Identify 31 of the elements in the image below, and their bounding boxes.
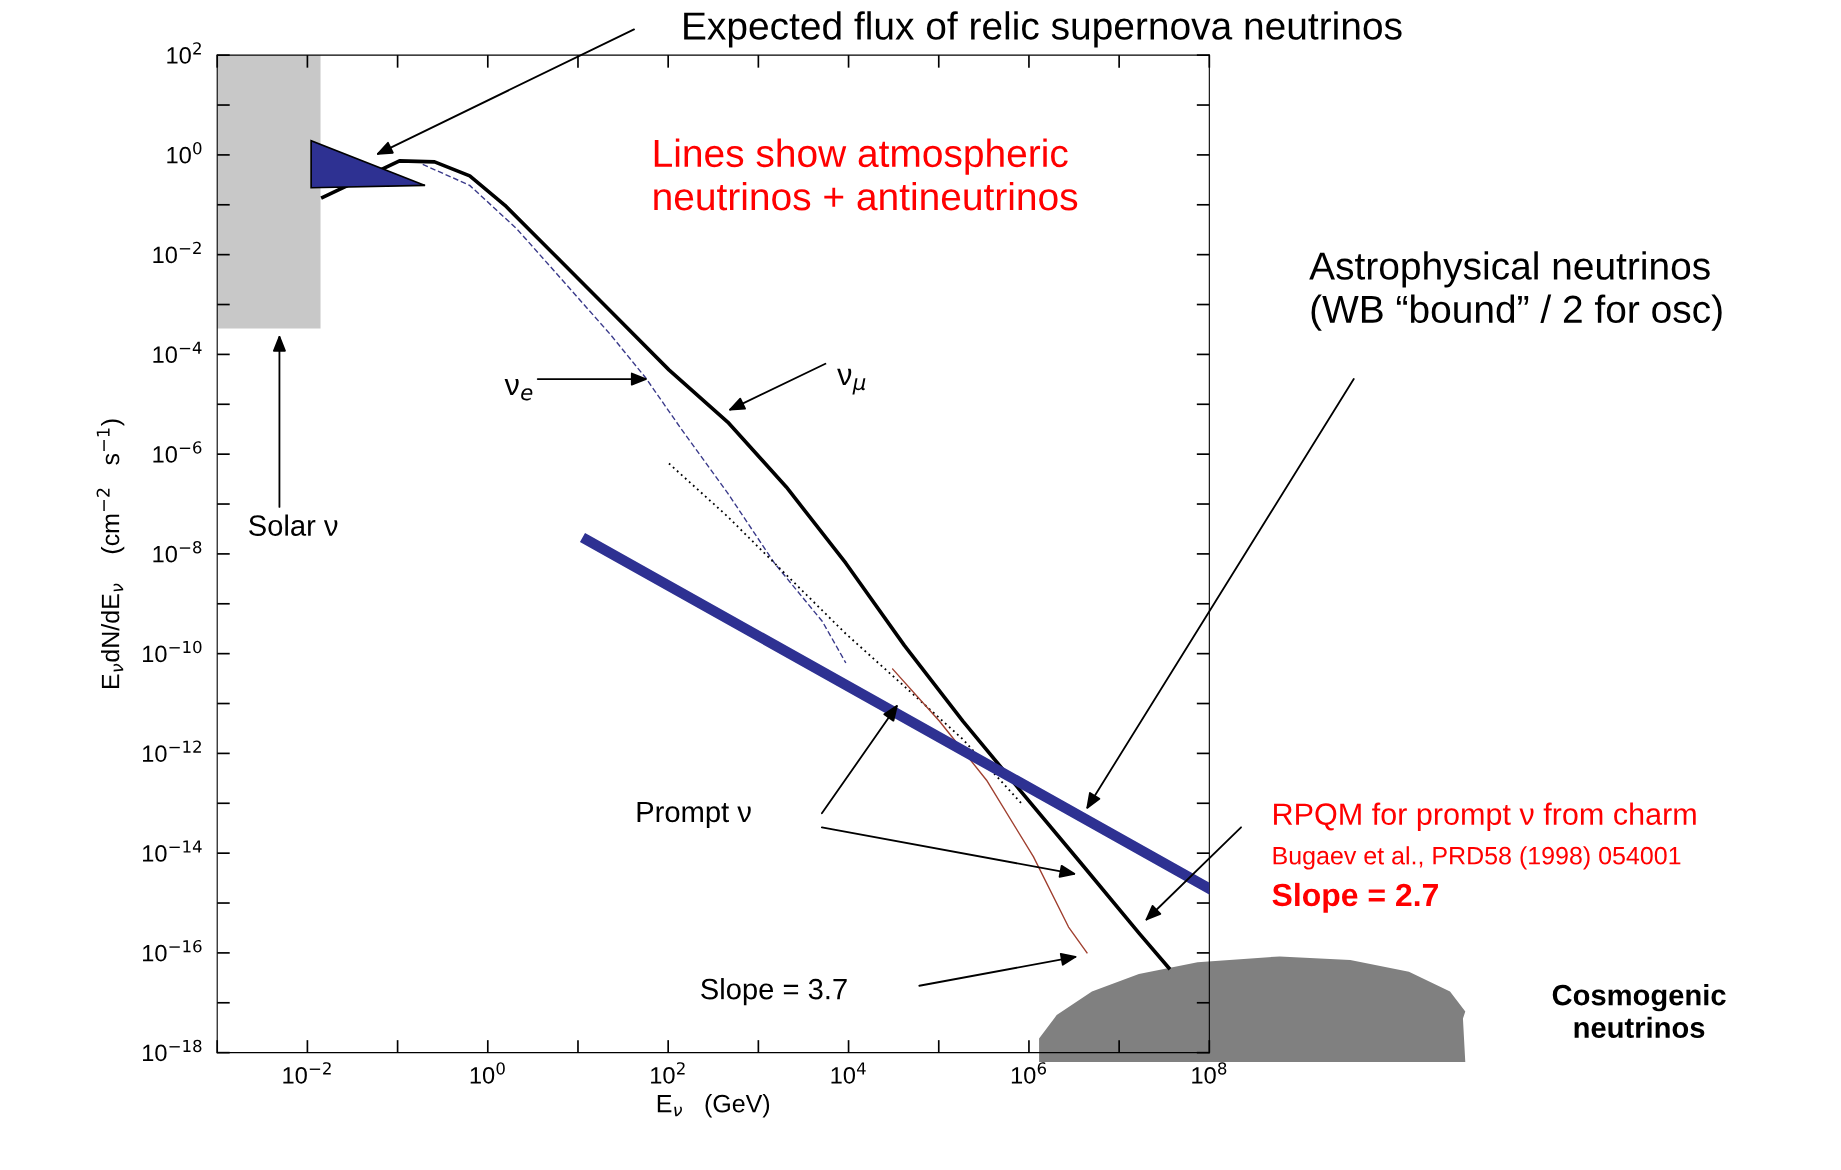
y-tick-label: 10$^{−14}$	[143, 840, 202, 862]
y-tick-label: 10$^{0}$	[167, 141, 202, 164]
x-tick-label: 10$^{8}$	[1192, 1062, 1227, 1084]
annotation: Solar ν	[249, 514, 338, 536]
text: Bugaev et al., PRD58 (1998) 054001	[1273, 846, 1681, 870]
x-tick-label: 10$^{4}$	[831, 1062, 866, 1084]
text: Astrophysical neutrinos (WB “bound” / 2 for osc)	[1309, 251, 1722, 331]
x-tick-label: 10$^{0}$	[470, 1062, 505, 1084]
y-tick-label: 10$^{−6}$	[153, 441, 202, 463]
annotation: Slope = 3.7	[701, 978, 847, 1006]
x-tick-label: 10$^{2}$	[651, 1062, 685, 1084]
text: Cosmogenic neutrinos	[1552, 984, 1726, 1039]
y-tick-label: 10$^{−8}$	[153, 540, 202, 563]
annotation: Prompt ν	[637, 801, 751, 829]
y-tick-label: 10$^{−18}$	[143, 1039, 202, 1062]
y-tick-label: 10$^{−12}$	[143, 740, 201, 763]
x-tick-label: 10$^{−2}$	[283, 1062, 331, 1084]
y-tick-label: 10$^{−4}$	[153, 341, 202, 364]
annotation: ν$_{e}$	[504, 378, 533, 401]
text: RPQM for prompt ν from charm	[1274, 802, 1696, 832]
y-tick-label: 10$^{2}$	[167, 42, 201, 64]
text: E$_{ν}$dN/dE$_{ν}$ (cm$^{−2}$ s$^{−1}$)	[96, 419, 125, 688]
y-tick-label: 10$^{−16}$	[143, 939, 202, 962]
text: E$_{ν}$ (GeV)	[657, 1094, 770, 1118]
annotation: Lines show atmospheric neutrinos + antineutrinos	[654, 138, 1078, 211]
text: Slope = 2.7	[1272, 882, 1438, 913]
text: Expected flux of relic supernova neutrinos	[684, 11, 1402, 48]
annotation: ν$_{μ}$	[837, 368, 866, 395]
x-tick-label: 10$^{6}$	[1011, 1062, 1047, 1084]
y-tick-label: 10$^{−10}$	[143, 640, 202, 663]
y-tick-label: 10$^{−2}$	[153, 241, 201, 264]
